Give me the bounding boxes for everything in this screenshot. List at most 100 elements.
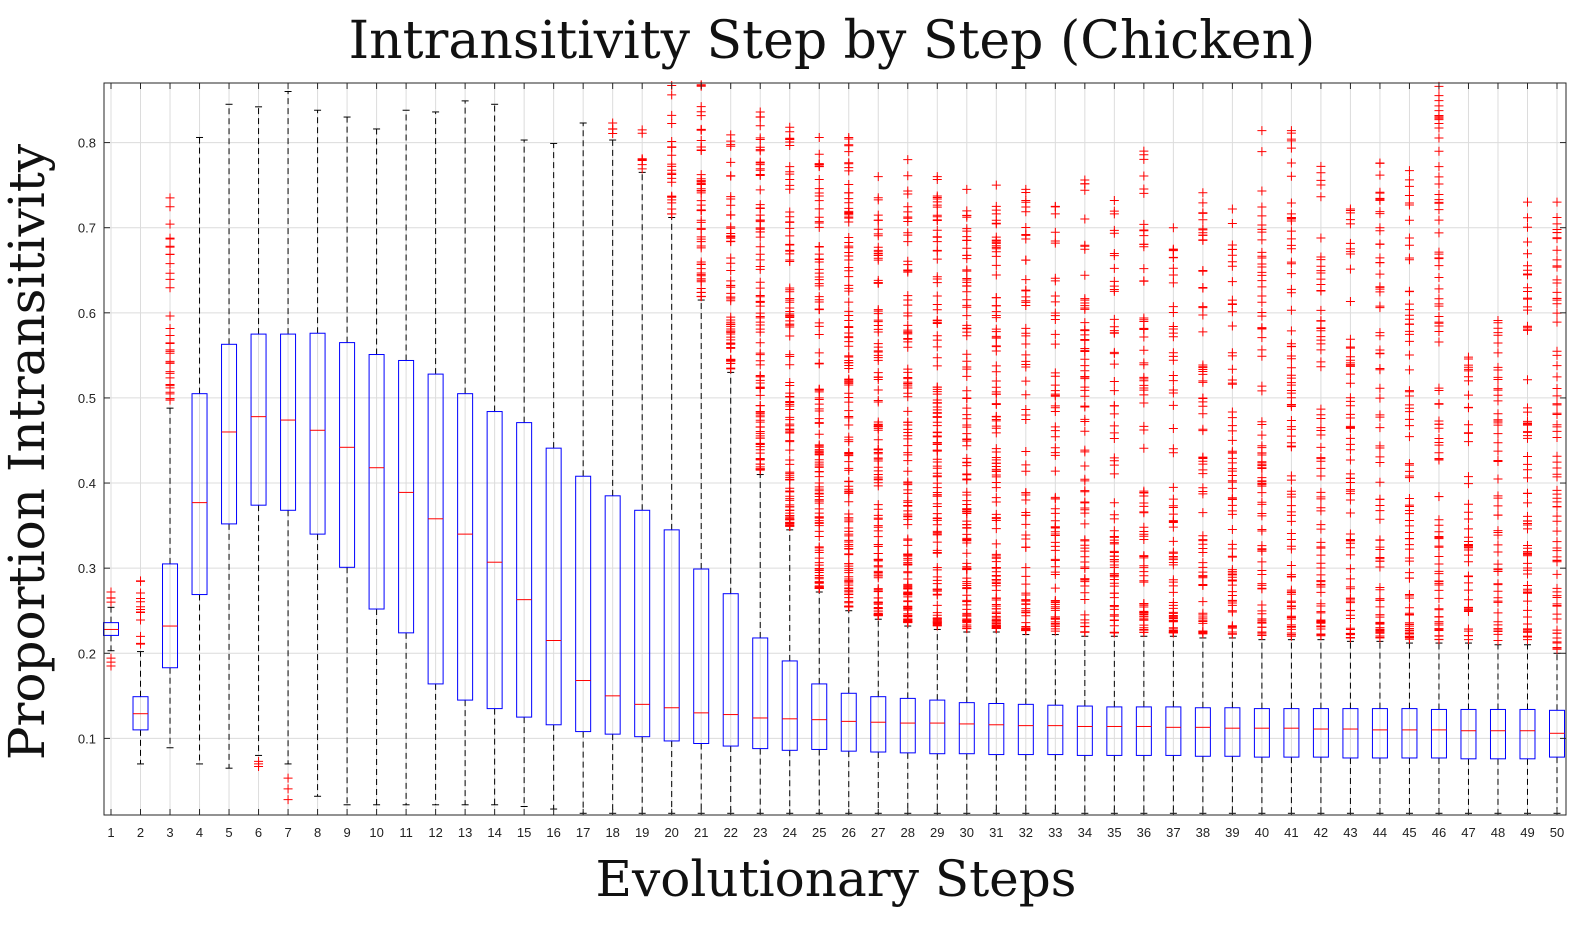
outlier-marker [1522,465,1532,475]
y-tick-label: 0.6 [78,306,96,321]
outlier-marker [962,616,972,626]
outlier-marker [1080,241,1090,251]
outlier-marker [165,241,175,251]
outlier-marker [726,266,736,276]
outlier-marker [1021,510,1031,520]
outlier-marker [844,374,854,384]
outlier-marker [165,193,175,203]
iqr-box [1076,705,1093,756]
outlier-marker [1463,635,1473,645]
outlier-marker [814,393,824,403]
outlier-marker [1050,448,1060,458]
outlier-marker [1434,634,1444,644]
outlier-marker [1434,559,1444,569]
outlier-marker [1257,476,1267,486]
outlier-marker [873,253,883,263]
outlier-marker [1080,474,1090,484]
outlier-marker [1552,537,1562,547]
iqr-box [1519,708,1536,760]
outlier-marker [1434,552,1444,562]
outlier-marker [1227,524,1237,534]
outlier-marker [1345,574,1355,584]
outlier-marker [1434,337,1444,347]
outlier-marker [637,154,647,164]
outlier-marker [1552,234,1562,244]
box-21 [693,299,710,814]
outlier-marker [1345,445,1355,455]
outlier-marker [637,164,647,174]
outlier-marker [1257,617,1267,627]
outlier-marker [1316,335,1326,345]
box-49 [1519,644,1536,814]
outlier-marker [1316,558,1326,568]
outlier-marker [814,553,824,563]
outlier-marker [1434,569,1444,579]
outlier-marker [785,283,795,293]
outlier-marker [1375,253,1385,263]
outlier-marker [962,429,972,439]
outlier-marker [1375,226,1385,236]
outlier-marker [1109,616,1119,626]
outlier-marker [1404,299,1414,309]
outlier-marker [1109,281,1119,291]
outlier-marker [873,472,883,482]
outlier-marker [991,483,1001,493]
outlier-marker [1522,197,1532,207]
outlier-marker [755,431,765,441]
outlier-marker [873,229,883,239]
outlier-marker [1257,499,1267,509]
outlier-marker [1404,618,1414,628]
outlier-marker [1257,262,1267,272]
outlier-marker [1139,385,1149,395]
outlier-marker [844,589,854,599]
outlier-marker [785,494,795,504]
outlier-marker [1109,593,1119,603]
outlier-marker [696,274,706,284]
outlier-marker [1345,486,1355,496]
outlier-marker [991,236,1001,246]
outlier-marker [844,465,854,475]
outlier-marker [1080,487,1090,497]
box-8 [309,109,326,797]
outlier-marker [903,325,913,335]
outlier-marker [283,784,293,794]
outlier-marker [1316,543,1326,553]
outlier-marker [844,315,854,325]
outlier-marker [932,316,942,326]
iqr-box [1401,708,1418,759]
outlier-marker [1375,170,1385,180]
iqr-box [221,343,238,525]
outlier-marker [1404,432,1414,442]
outlier-marker [1227,458,1237,468]
outlier-marker [903,291,913,301]
outlier-marker [1493,493,1503,503]
outlier-marker [814,292,824,302]
outlier-marker [903,267,913,277]
outlier-marker [696,292,706,302]
x-tick-label: 16 [546,825,560,840]
outlier-marker [1345,633,1355,643]
outlier-marker [1198,628,1208,638]
outlier-marker [991,557,1001,567]
outlier-marker [1021,350,1031,360]
outlier-marker [1168,424,1178,434]
outlier-marker [1434,624,1444,634]
outlier-marker [785,162,795,172]
outlier-marker [814,384,824,394]
outlier-marker [1434,254,1444,264]
outlier-marker [785,257,795,267]
outlier-marker [1050,602,1060,612]
outlier-marker [755,262,765,272]
outlier-marker [844,564,854,574]
box-12 [427,111,444,806]
x-tick-label: 29 [930,825,944,840]
outlier-marker [873,397,883,407]
outlier-marker [785,360,795,370]
outlier-marker [1168,321,1178,331]
outlier-marker [1463,603,1473,613]
outlier-marker [962,453,972,463]
outlier-marker [1168,536,1178,546]
outlier-marker [1021,202,1031,212]
outlier-marker [165,381,175,391]
iqr-box [604,495,621,735]
